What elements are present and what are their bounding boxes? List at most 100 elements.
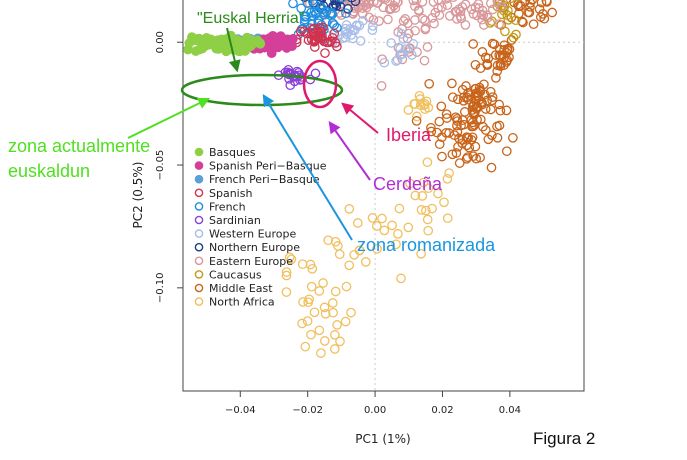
point-middle-east [458, 95, 469, 106]
point-north-africa [427, 203, 437, 214]
point-eastern-europe [417, 0, 428, 7]
point-middle-east [539, 13, 550, 24]
legend-marker-north-africa [194, 297, 204, 306]
point-eastern-europe [348, 9, 358, 19]
point-north-africa [396, 273, 406, 284]
legend-label-eastern-europe: Eastern Europe [209, 255, 293, 268]
point-middle-east [453, 141, 463, 152]
legend-label-sardinian: Sardinian [209, 214, 261, 227]
point-north-africa [344, 260, 355, 271]
point-eastern-europe [455, 6, 466, 17]
point-eastern-europe [412, 47, 422, 57]
point-middle-east [501, 146, 512, 157]
point-eastern-europe [420, 24, 431, 35]
point-north-africa [409, 99, 420, 109]
point-eastern-europe [386, 4, 396, 14]
point-eastern-europe [303, 0, 314, 9]
point-spanish-peri-basque [281, 43, 292, 53]
point-middle-east [517, 16, 527, 27]
legend-label-caucasus: Caucasus [209, 268, 262, 281]
point-middle-east [494, 99, 505, 110]
point-north-africa [319, 336, 330, 346]
point-north-africa [286, 254, 297, 265]
point-middle-east [461, 81, 471, 91]
point-eastern-europe [340, 0, 350, 6]
point-middle-east [463, 88, 473, 98]
point-north-africa [421, 96, 432, 107]
point-middle-east [469, 99, 479, 109]
point-north-africa [421, 205, 431, 216]
point-middle-east [485, 104, 496, 115]
point-spanish [320, 48, 330, 58]
romanizada-arrow [262, 93, 353, 241]
point-middle-east [487, 130, 497, 141]
legend-marker-spanish-peri-basque [194, 161, 204, 170]
point-french [309, 0, 319, 10]
point-eastern-europe [441, 0, 451, 4]
point-eastern-europe [398, 16, 409, 26]
point-western-europe [367, 25, 378, 35]
point-middle-east [447, 92, 458, 103]
point-middle-east [451, 148, 462, 158]
annotation-iberia: Iberia [386, 125, 432, 145]
point-caucasus [503, 14, 514, 25]
point-french [332, 22, 342, 33]
point-middle-east [504, 44, 515, 54]
point-eastern-europe [451, 7, 462, 17]
zona-euskaldun-arrow [127, 97, 211, 139]
point-middle-east [492, 66, 503, 76]
point-middle-east [524, 0, 532, 2]
point-north-africa [330, 236, 341, 247]
point-north-africa [439, 197, 449, 208]
point-eastern-europe [413, 5, 424, 15]
point-eastern-europe [494, 19, 504, 29]
point-north-africa [284, 252, 295, 263]
annotation-zona-line2: euskaldun [8, 161, 90, 181]
point-middle-east [461, 132, 472, 143]
point-sardinian [310, 68, 321, 79]
point-middle-east [461, 153, 472, 164]
point-middle-east [472, 102, 483, 112]
point-spanish [301, 28, 312, 39]
legend-marker-sardinian [194, 215, 204, 225]
legend-marker-spanish [194, 188, 204, 198]
point-middle-east [480, 125, 491, 135]
point-eastern-europe [449, 0, 458, 3]
point-north-africa [423, 183, 434, 194]
point-north-africa [320, 308, 331, 319]
legend-marker-caucasus [194, 270, 204, 279]
point-french [318, 9, 329, 20]
point-middle-east [471, 153, 482, 164]
point-eastern-europe [492, 0, 503, 7]
point-north-africa [341, 281, 352, 292]
point-french [302, 0, 313, 8]
point-eastern-europe [344, 0, 355, 5]
point-north-africa [405, 178, 415, 189]
point-north-africa [367, 213, 378, 223]
x-tick-label: 0.00 [364, 405, 386, 416]
point-middle-east [470, 59, 481, 70]
y-tick-label: 0.00 [155, 31, 166, 53]
point-north-africa [371, 221, 382, 231]
point-middle-east [447, 78, 457, 89]
point-north-africa [340, 316, 351, 327]
point-middle-east [447, 149, 458, 160]
point-middle-east [475, 85, 486, 95]
point-northern-europe [331, 1, 342, 11]
legend-label-western-europe: Western Europe [209, 228, 297, 241]
point-north-africa [372, 243, 382, 254]
legend-marker-basques [194, 147, 204, 157]
point-north-africa [300, 341, 311, 352]
point-middle-east [528, 19, 539, 30]
point-north-africa [410, 190, 421, 201]
point-basques [201, 37, 212, 48]
point-middle-east [468, 151, 479, 162]
point-north-africa [319, 302, 330, 313]
point-middle-east [466, 121, 477, 132]
point-middle-east [453, 94, 463, 105]
point-north-africa [332, 320, 342, 330]
point-north-africa [298, 297, 308, 307]
point-middle-east [486, 162, 497, 173]
point-basques [235, 36, 245, 47]
